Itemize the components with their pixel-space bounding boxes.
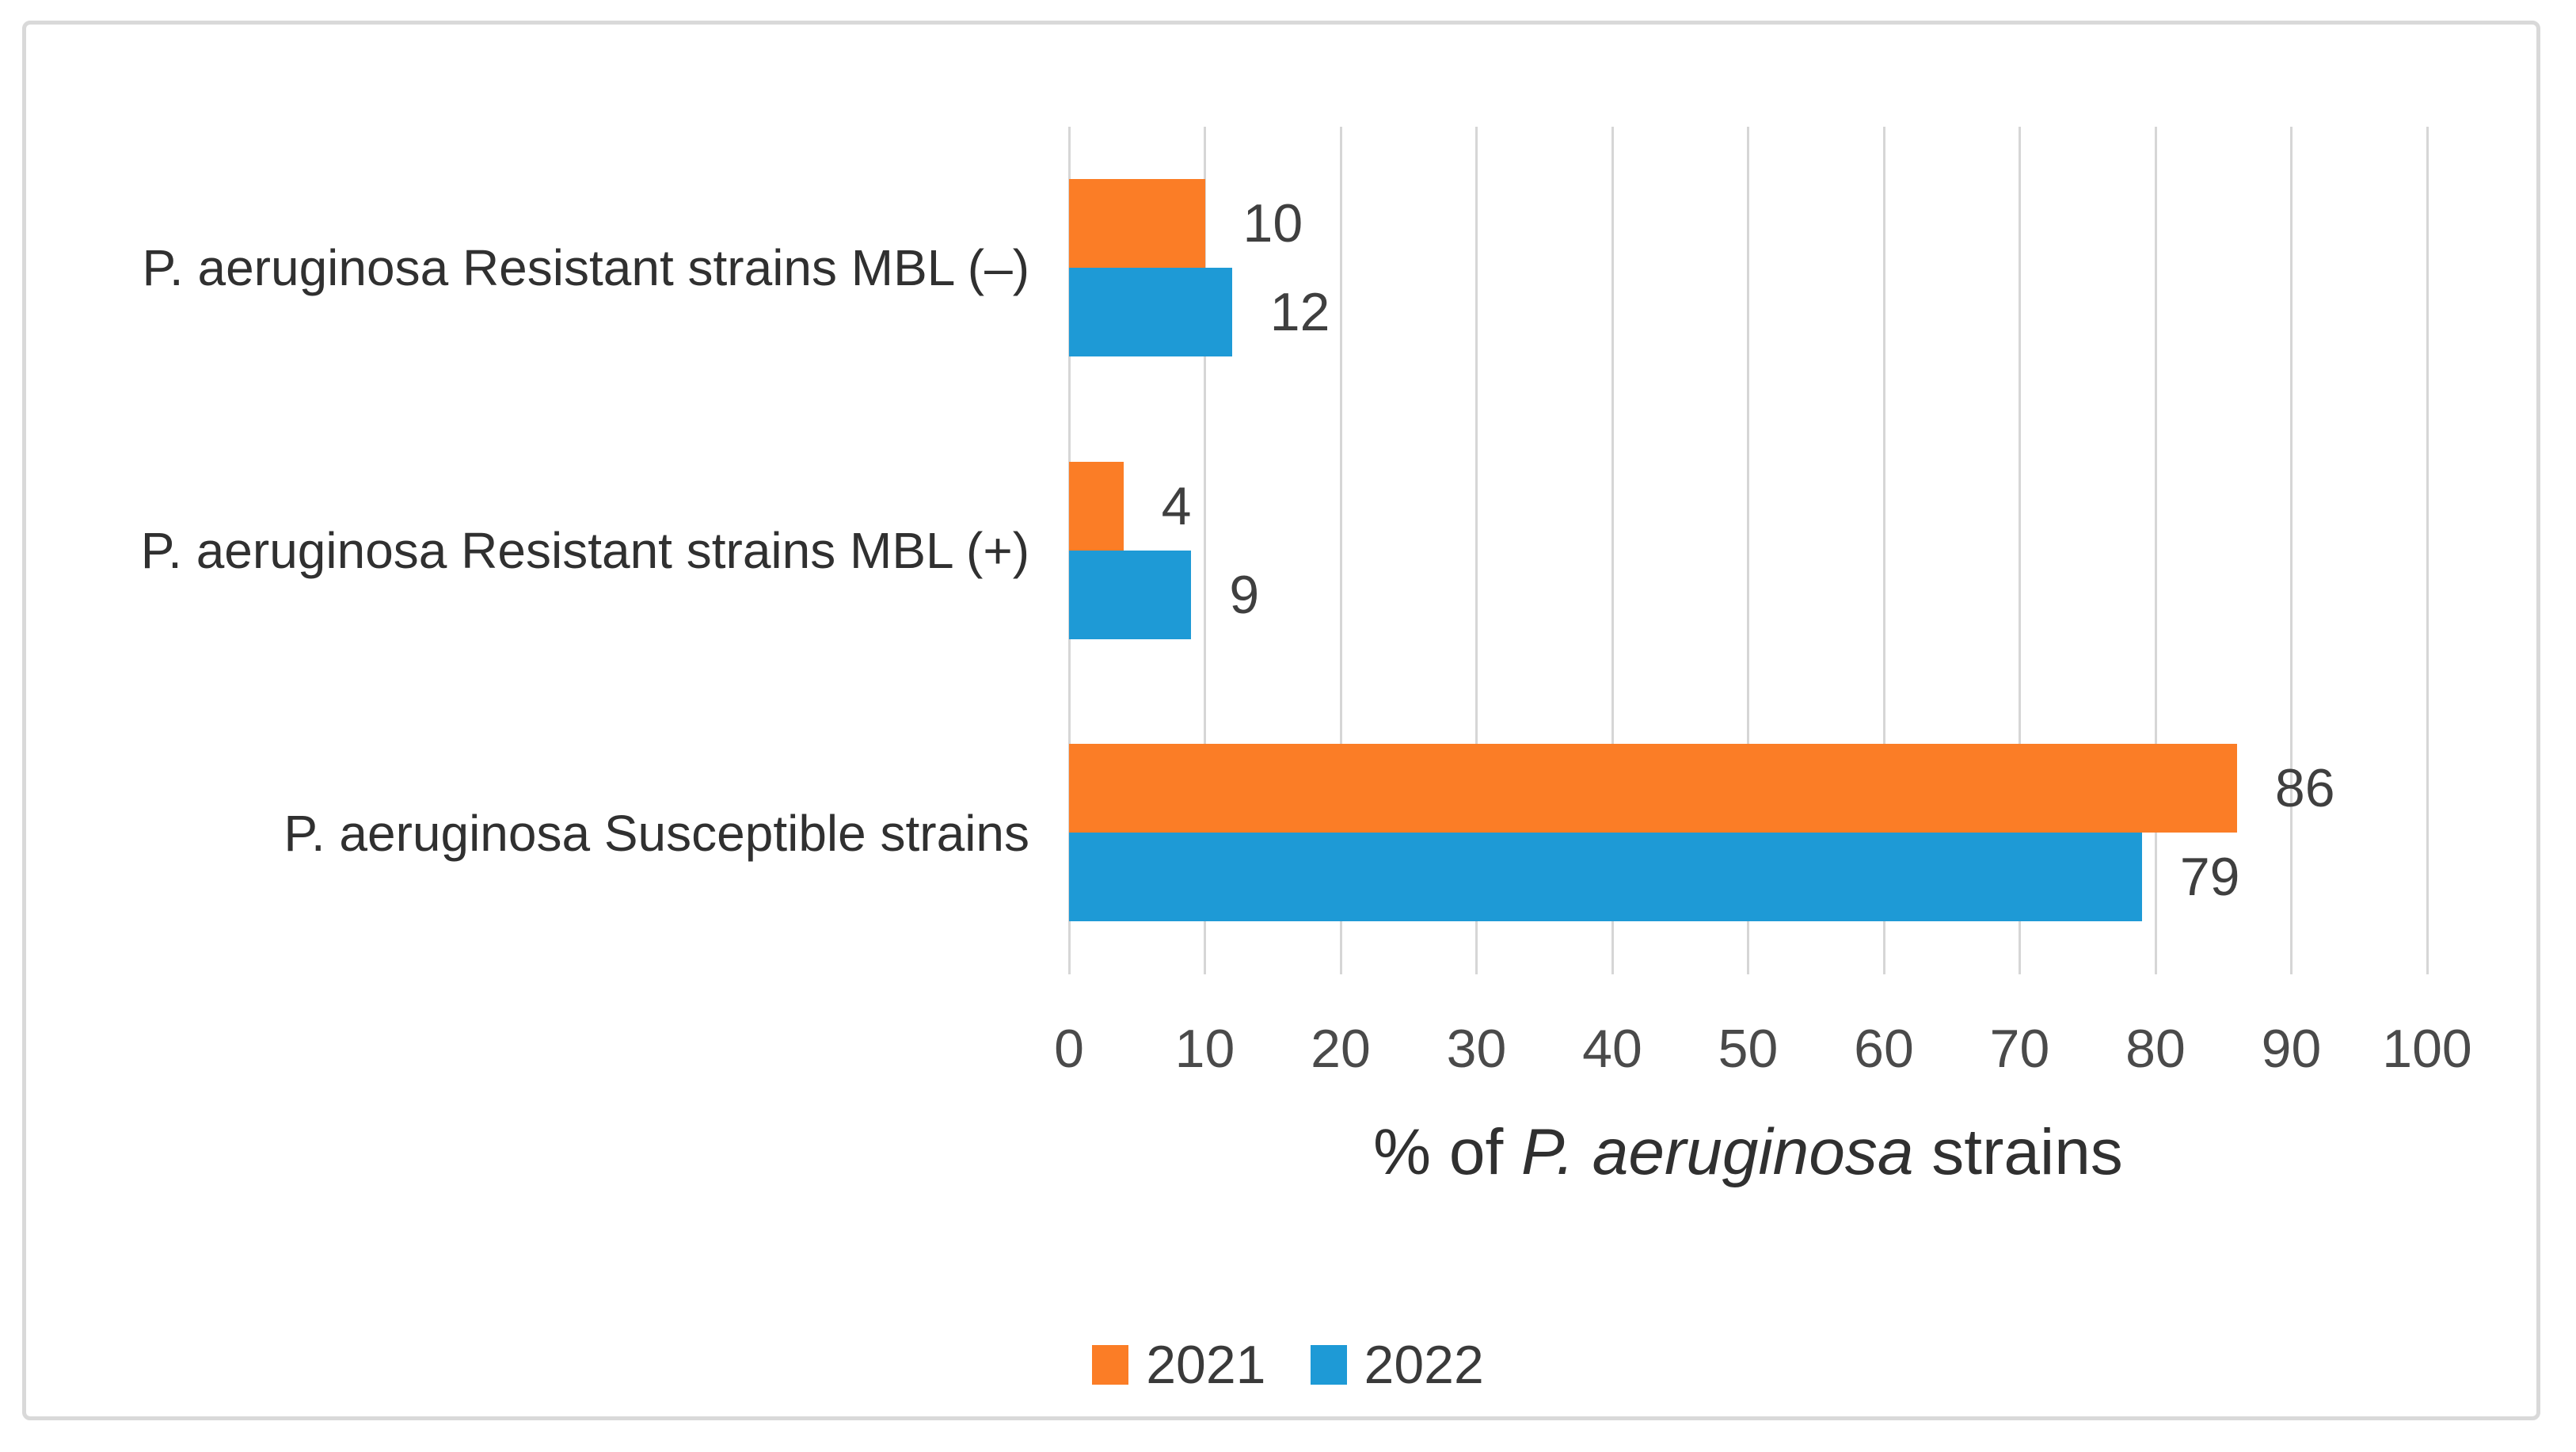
gridline-70 (2019, 127, 2021, 974)
x-tick-label-20: 20 (1311, 1019, 1371, 1079)
category-label-mbl-negative: P. aeruginosa Resistant strains MBL (–) (142, 239, 1029, 297)
y-axis-category-labels: P. aeruginosa Resistant strains MBL (–) … (0, 127, 1029, 974)
gridline-10 (1204, 127, 1206, 974)
x-tick-label-10: 10 (1174, 1019, 1235, 1079)
x-tick-label-50: 50 (1718, 1019, 1779, 1079)
value-label-2022-mbl-negative: 12 (1269, 282, 1330, 342)
bar-2022-susceptible (1069, 833, 2142, 922)
bar-2021-mbl-positive (1069, 461, 1124, 551)
gridlines-layer (1067, 127, 2429, 974)
gridline-40 (1611, 127, 1614, 974)
x-axis-title-prefix: % of (1373, 1116, 1522, 1188)
x-tick-label-90: 90 (2261, 1019, 2322, 1079)
x-tick-label-60: 60 (1854, 1019, 1914, 1079)
figure-border (22, 21, 2540, 1420)
value-label-2022-mbl-positive: 9 (1229, 564, 1260, 625)
bar-2021-mbl-negative (1069, 179, 1205, 268)
value-label-2021-mbl-negative: 10 (1242, 193, 1303, 253)
category-row-mbl-negative: 10 12 (1069, 127, 2427, 410)
legend-swatch-2021 (1092, 1345, 1129, 1385)
legend-item-2022: 2022 (1310, 1335, 1484, 1395)
gridline-50 (1747, 127, 1749, 974)
x-tick-label-0: 0 (1054, 1019, 1084, 1079)
category-label-mbl-positive: P. aeruginosa Resistant strains MBL (+) (140, 521, 1029, 579)
bar-2022-mbl-negative (1069, 268, 1232, 356)
x-axis-title-species-italic: P. aeruginosa (1521, 1116, 1914, 1188)
plot-area: 10 12 4 9 86 79 (1067, 127, 2429, 974)
x-tick-label-70: 70 (1989, 1019, 2050, 1079)
legend-item-2021: 2021 (1092, 1335, 1266, 1395)
x-axis-title: % of P. aeruginosa strains (1069, 1115, 2427, 1190)
x-axis-title-suffix: strains (1913, 1116, 2123, 1188)
x-tick-label-40: 40 (1582, 1019, 1642, 1079)
value-label-2021-mbl-positive: 4 (1161, 475, 1192, 536)
gridline-100 (2426, 127, 2429, 974)
bar-2021-susceptible (1069, 744, 2237, 833)
category-row-mbl-positive: 4 9 (1069, 410, 2427, 692)
gridline-60 (1882, 127, 1885, 974)
legend-label-2022: 2022 (1364, 1335, 1484, 1395)
gridline-90 (2290, 127, 2293, 974)
legend-swatch-2022 (1310, 1345, 1347, 1385)
x-tick-label-80: 80 (2125, 1019, 2186, 1079)
gridline-20 (1339, 127, 1342, 974)
legend: 2021 2022 (0, 1337, 2576, 1393)
x-tick-label-100: 100 (2382, 1019, 2472, 1079)
category-row-susceptible: 86 79 (1069, 692, 2427, 974)
legend-label-2021: 2021 (1146, 1335, 1266, 1395)
x-tick-labels: 0 10 20 30 40 50 60 70 80 90 100 (1054, 1008, 2472, 1079)
category-label-susceptible: P. aeruginosa Susceptible strains (283, 804, 1029, 862)
gridline-80 (2154, 127, 2157, 974)
x-tick-label-30: 30 (1446, 1019, 1507, 1079)
value-label-2021-susceptible: 86 (2274, 758, 2335, 819)
bar-2022-mbl-positive (1069, 550, 1192, 639)
gridline-30 (1475, 127, 1478, 974)
value-label-2022-susceptible: 79 (2179, 847, 2240, 908)
